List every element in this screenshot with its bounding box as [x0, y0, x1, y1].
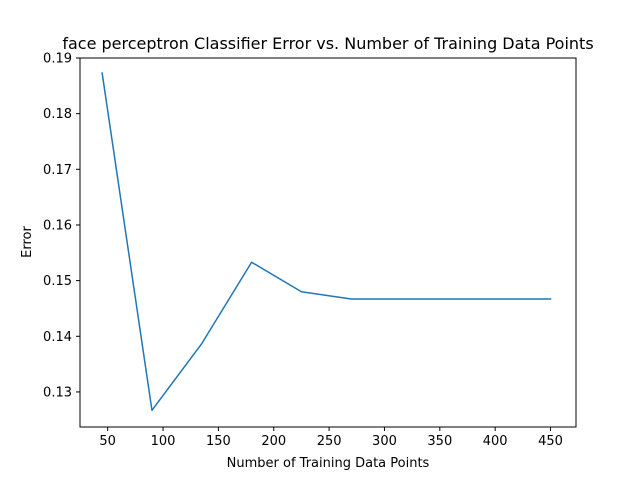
- y-axis-label: Error: [20, 226, 35, 258]
- y-tick-label: 0.18: [43, 107, 72, 122]
- x-axis-label: Number of Training Data Points: [227, 456, 430, 471]
- x-tick-label: 150: [206, 434, 231, 449]
- y-tick-label: 0.17: [43, 163, 72, 178]
- y-tick-label: 0.13: [43, 385, 72, 400]
- axes-frame: [79, 57, 577, 428]
- x-tick-label: 200: [261, 434, 286, 449]
- series-layer: [101, 72, 552, 412]
- chart-title: face perceptron Classifier Error vs. Num…: [62, 34, 593, 53]
- y-tick-label: 0.14: [43, 330, 72, 345]
- y-tick-label: 0.15: [43, 274, 72, 289]
- y-tick-label: 0.19: [43, 52, 72, 67]
- x-axis-ticks: 50 100 150 200 250 300 350 400 450: [99, 427, 563, 449]
- x-tick-label: 100: [151, 434, 176, 449]
- y-tick-label: 0.16: [43, 218, 72, 233]
- y-axis-ticks: 0.13 0.14 0.15 0.16 0.17 0.18 0.19: [43, 52, 80, 400]
- x-tick-label: 50: [99, 434, 116, 449]
- x-tick-label: 350: [427, 434, 452, 449]
- series-line: [101, 72, 552, 412]
- x-tick-label: 300: [372, 434, 397, 449]
- x-tick-label: 450: [538, 434, 563, 449]
- x-tick-label: 400: [483, 434, 508, 449]
- x-tick-label: 250: [317, 434, 342, 449]
- plot-area: 50 100 150 200 250 300 350 400 450 0.130.140.150…: [43, 52, 577, 449]
